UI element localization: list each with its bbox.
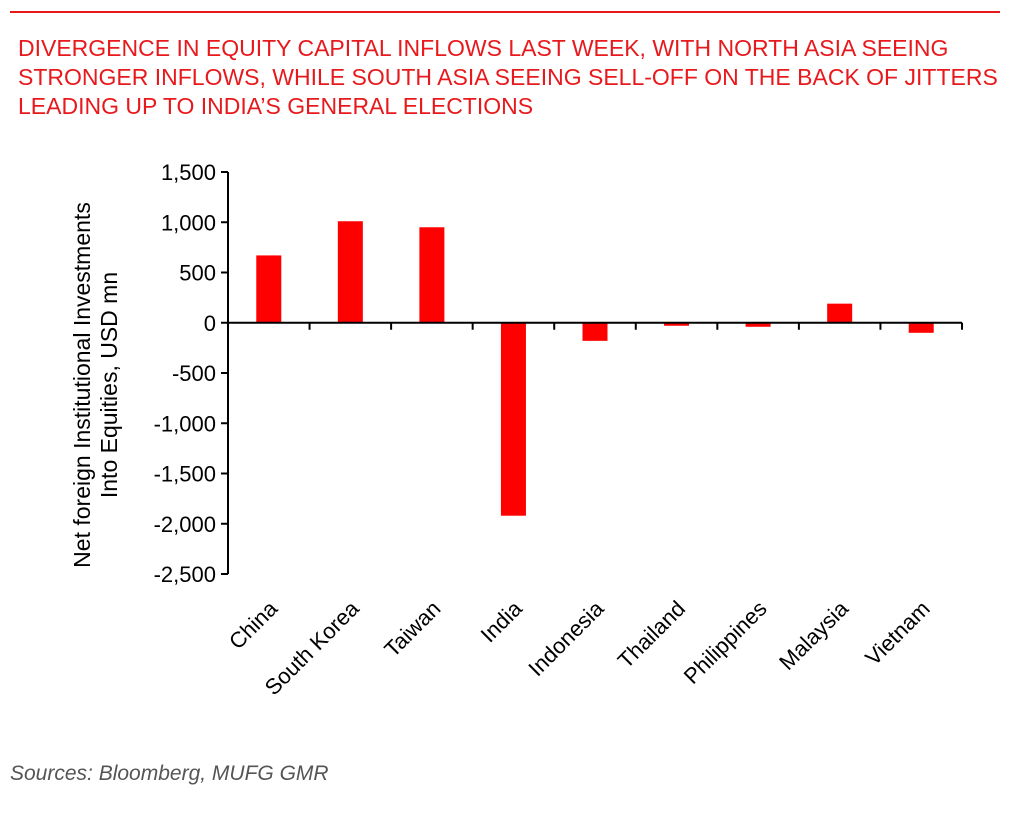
y-tick-label: -2,500: [154, 562, 216, 587]
bar-south-korea: [337, 221, 363, 323]
top-rule: [10, 11, 1000, 13]
y-tick-label: 0: [204, 311, 216, 336]
x-tick-label: India: [476, 595, 528, 647]
axes: [227, 172, 963, 574]
bar-indonesia: [582, 322, 608, 341]
y-axis-label-line: Into Equities, USD mn: [96, 272, 122, 498]
x-tick-label: Thailand: [613, 596, 690, 673]
source-note: Sources: Bloomberg, MUFG GMR: [10, 762, 329, 785]
x-tick-label: Malaysia: [774, 595, 854, 675]
y-tick-label: -500: [172, 361, 216, 386]
bar-chart: Net foreign Institutional InvestmentsInt…: [69, 160, 963, 700]
bar-india: [500, 322, 526, 516]
bar-philippines: [745, 322, 771, 327]
y-tick-label: -1,500: [154, 462, 216, 487]
y-tick-label: 500: [179, 261, 216, 286]
y-tick-label: -1,000: [154, 411, 216, 436]
y-axis-ticks: 1,500 1,000 500 0 -500 -1,000 -1,500 -2,000 -2,5…: [154, 160, 228, 587]
x-tick-label: Indonesia: [523, 595, 609, 681]
chart-title: DIVERGENCE IN EQUITY CAPITAL INFLOWS LAS…: [18, 35, 998, 119]
y-tick-label: 1,500: [161, 160, 216, 185]
x-tick-label: China: [224, 595, 283, 654]
bar-malaysia: [827, 303, 853, 323]
y-tick-label: 1,000: [161, 210, 216, 235]
x-tick-label: Philippines: [679, 596, 772, 689]
y-axis-label: Net foreign Institutional InvestmentsInt…: [69, 202, 122, 568]
bars: [256, 221, 934, 516]
y-tick-label: -2,000: [154, 512, 216, 537]
x-tick-label: Vietnam: [860, 596, 934, 670]
bar-vietnam: [908, 322, 934, 333]
x-tick-label: Taiwan: [379, 596, 445, 662]
bar-thailand: [664, 322, 690, 326]
bar-taiwan: [419, 227, 445, 323]
bar-china: [256, 255, 282, 323]
y-axis-title: Net foreign Institutional InvestmentsInt…: [69, 202, 122, 568]
y-axis-label-line: Net foreign Institutional Investments: [69, 202, 95, 568]
